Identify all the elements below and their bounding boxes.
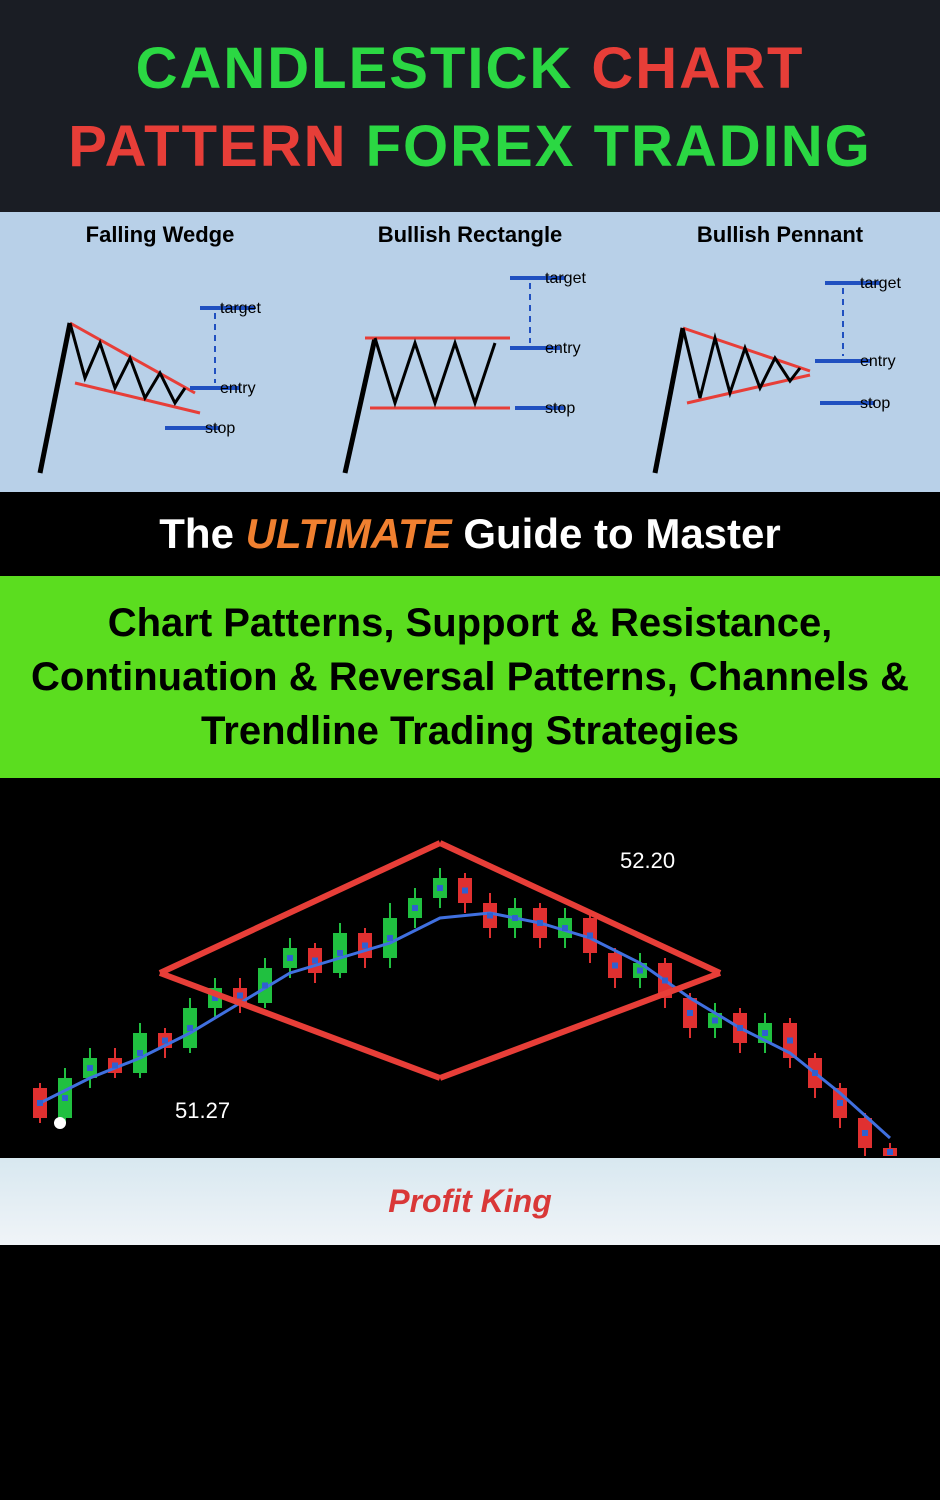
label-entry: entry [545, 340, 581, 357]
bullish-rectangle-diagram: target entry stop [315, 253, 625, 483]
title-word-4: FOREX [366, 114, 576, 179]
bullish-pennant-diagram: target entry stop [625, 253, 935, 483]
subtitle-green: Chart Patterns, Support & Resistance, Co… [0, 576, 940, 778]
label-stop: stop [205, 420, 235, 437]
pattern-title: Bullish Pennant [625, 222, 935, 248]
label-target: target [860, 275, 901, 292]
main-title: CANDLESTICK CHART PATTERN FOREX TRADING [20, 30, 920, 187]
label-stop: stop [545, 400, 575, 417]
title-word-3: PATTERN [68, 114, 347, 179]
title-word-1: CANDLESTICK [136, 36, 574, 101]
author-name: Profit King [0, 1183, 940, 1220]
pattern-bullish-pennant: Bullish Pennant target entry stop [625, 222, 935, 482]
pattern-title: Falling Wedge [5, 222, 315, 248]
label-entry: entry [860, 353, 896, 370]
subtitle-prefix: The [159, 510, 245, 557]
falling-wedge-diagram: target entry stop [5, 253, 315, 483]
label-target: target [545, 270, 586, 287]
subtitle-highlight: ULTIMATE [246, 510, 452, 557]
label-target: target [220, 300, 261, 317]
title-section: CANDLESTICK CHART PATTERN FOREX TRADING [0, 0, 940, 212]
label-stop: stop [860, 395, 890, 412]
pattern-falling-wedge: Falling Wedge target entry stop [5, 222, 315, 482]
subtitle-black: The ULTIMATE Guide to Master [0, 492, 940, 576]
candlestick-chart [0, 778, 940, 1158]
footer: Profit King [0, 1158, 940, 1245]
subtitle-suffix: Guide to Master [452, 510, 781, 557]
price-low-label: 51.27 [175, 1098, 230, 1124]
title-word-2: CHART [591, 36, 804, 101]
price-high-label: 52.20 [620, 848, 675, 874]
label-entry: entry [220, 380, 256, 397]
patterns-section: Falling Wedge target entry stop Bullish … [0, 212, 940, 492]
pattern-bullish-rectangle: Bullish Rectangle target entry stop [315, 222, 625, 482]
title-word-5: TRADING [594, 114, 872, 179]
candlestick-chart-section: 52.20 51.27 [0, 778, 940, 1158]
pattern-title: Bullish Rectangle [315, 222, 625, 248]
